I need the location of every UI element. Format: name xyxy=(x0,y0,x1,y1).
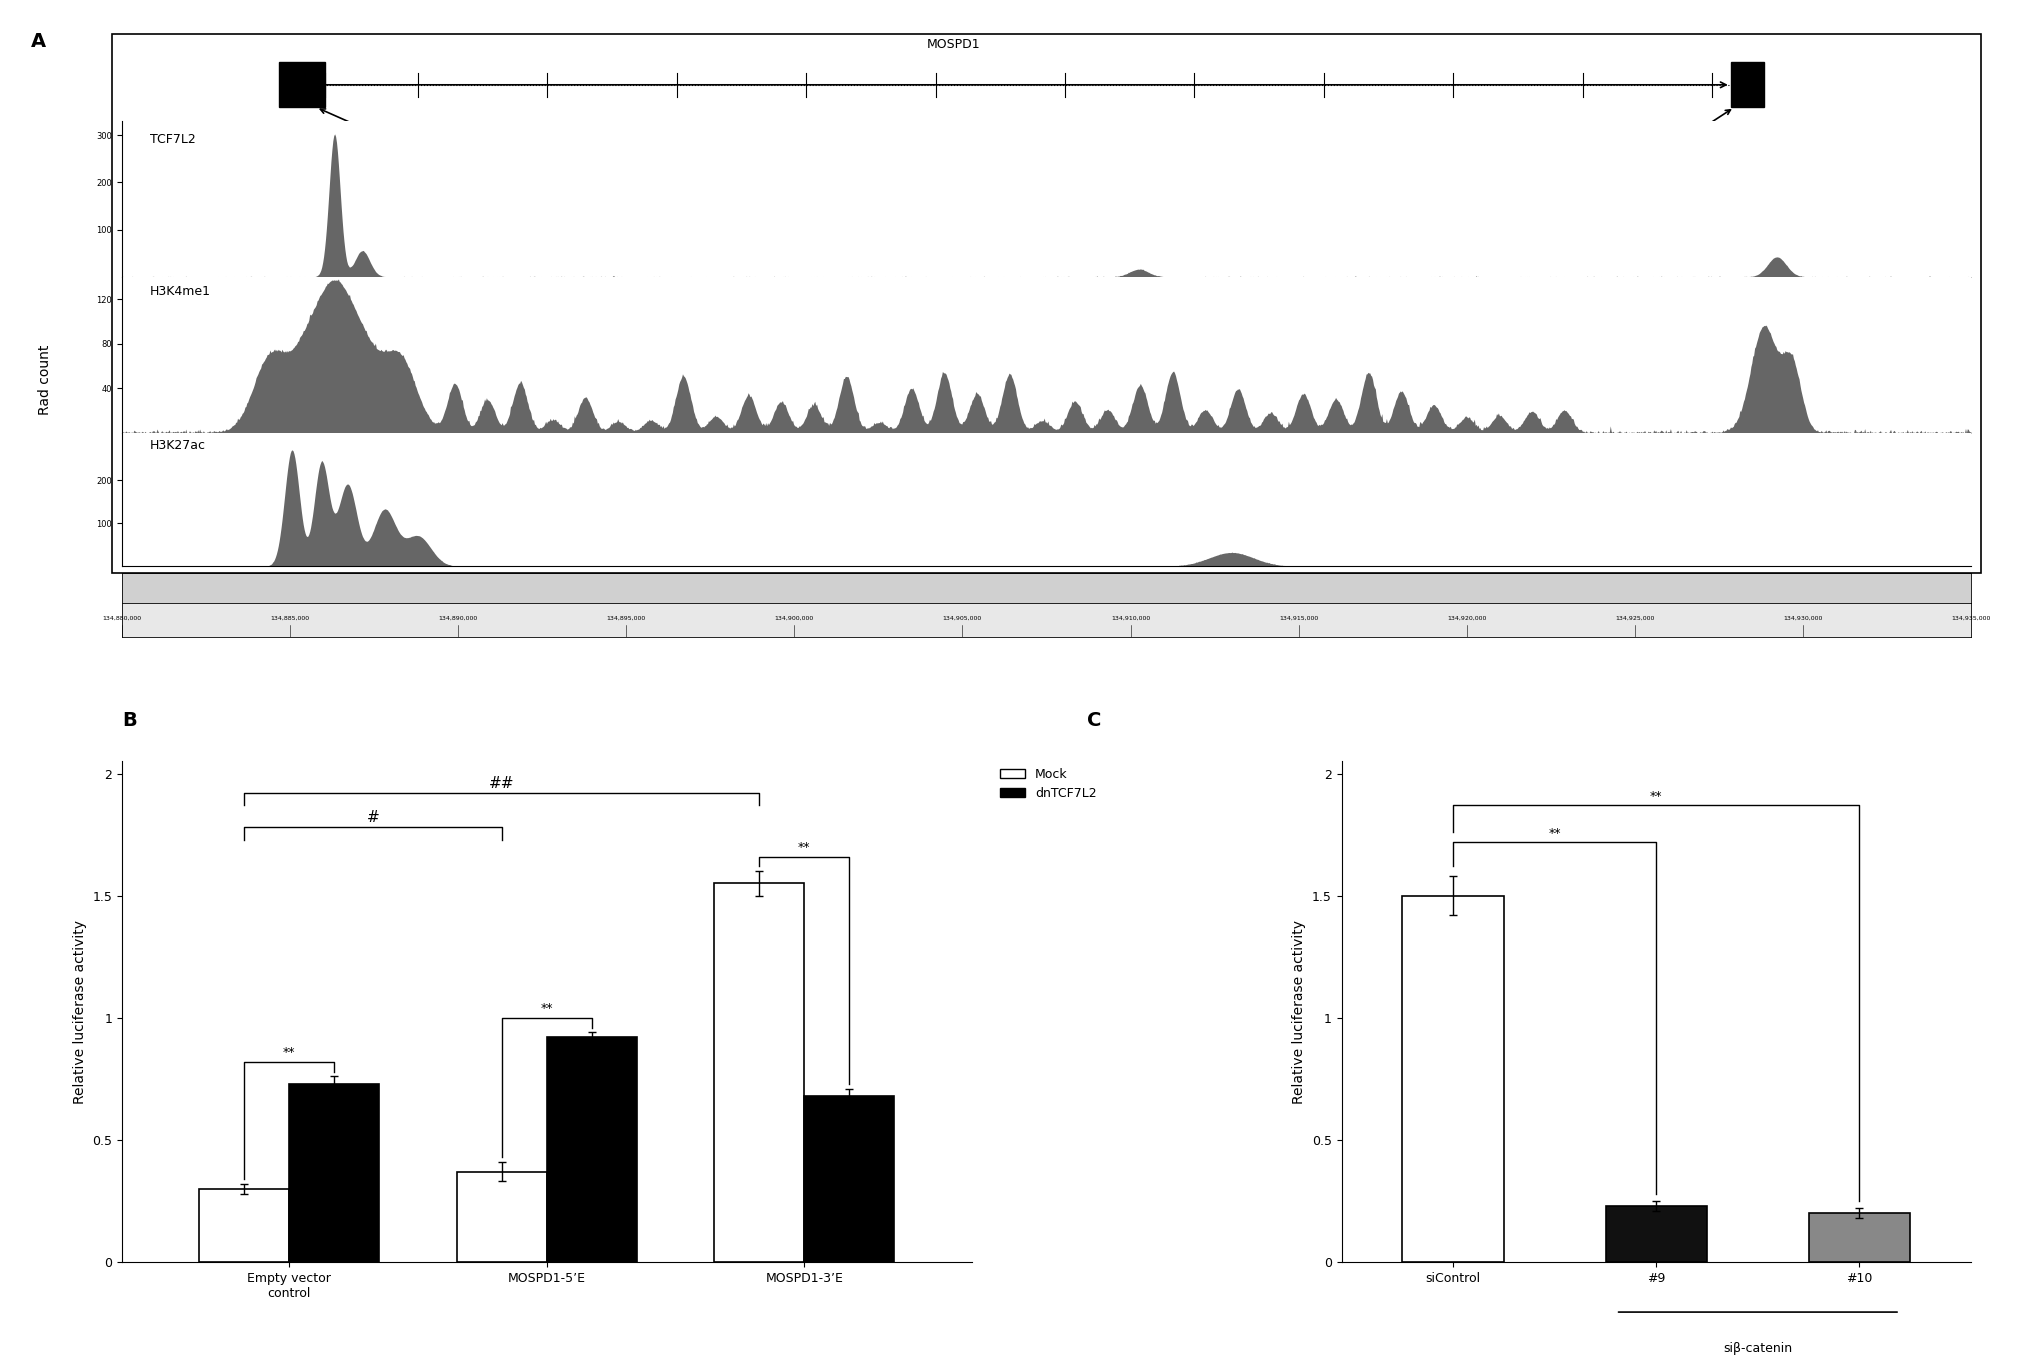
Bar xyxy=(713,883,805,1262)
Text: **: ** xyxy=(799,841,811,854)
Text: 134,900,000: 134,900,000 xyxy=(774,616,815,620)
Bar xyxy=(1605,1206,1707,1262)
Text: Rad count: Rad count xyxy=(39,345,51,415)
Text: 134,930,000: 134,930,000 xyxy=(1784,616,1823,620)
Legend: Mock, dnTCF7L2: Mock, dnTCF7L2 xyxy=(996,763,1101,805)
Bar xyxy=(289,1084,380,1262)
Text: siβ-catenin: siβ-catenin xyxy=(1723,1342,1792,1356)
Bar xyxy=(547,1037,636,1262)
Bar xyxy=(1402,896,1504,1262)
Text: 134,935,000: 134,935,000 xyxy=(1951,616,1991,620)
Text: 134,895,000: 134,895,000 xyxy=(608,616,646,620)
Text: 134,915,000: 134,915,000 xyxy=(1278,616,1319,620)
Text: **: ** xyxy=(541,1003,553,1015)
Text: 134,905,000: 134,905,000 xyxy=(943,616,981,620)
Text: **: ** xyxy=(1548,826,1561,840)
Text: B: B xyxy=(122,711,136,730)
Bar xyxy=(199,1189,289,1262)
Text: #: # xyxy=(366,810,380,825)
Text: 134,920,000: 134,920,000 xyxy=(1447,616,1487,620)
Y-axis label: Relative luciferase activity: Relative luciferase activity xyxy=(1292,920,1307,1103)
Text: 134,910,000: 134,910,000 xyxy=(1112,616,1150,620)
Bar xyxy=(1731,62,1764,107)
Text: 134,885,000: 134,885,000 xyxy=(270,616,309,620)
Text: MOSPD1: MOSPD1 xyxy=(927,38,981,52)
Bar xyxy=(457,1171,547,1262)
Text: **: ** xyxy=(1650,790,1662,803)
Bar xyxy=(278,62,325,107)
Text: 5’-putative
enhancer: 5’-putative enhancer xyxy=(1591,110,1731,193)
Text: 134,880,000: 134,880,000 xyxy=(102,616,142,620)
Y-axis label: Relative luciferase activity: Relative luciferase activity xyxy=(73,920,87,1103)
Text: H3K4me1: H3K4me1 xyxy=(150,285,211,297)
Text: H3K27ac: H3K27ac xyxy=(150,440,205,452)
Text: 3’-putative
enhancer: 3’-putative enhancer xyxy=(321,109,510,193)
Text: **: ** xyxy=(282,1046,295,1060)
Text: ##: ## xyxy=(490,776,514,791)
Text: TCF7L2: TCF7L2 xyxy=(150,133,195,147)
Text: C: C xyxy=(1087,711,1101,730)
Bar xyxy=(805,1096,894,1262)
Text: 134,890,000: 134,890,000 xyxy=(439,616,478,620)
Text: 134,925,000: 134,925,000 xyxy=(1615,616,1654,620)
Bar xyxy=(1808,1213,1910,1262)
Text: A: A xyxy=(30,33,45,52)
